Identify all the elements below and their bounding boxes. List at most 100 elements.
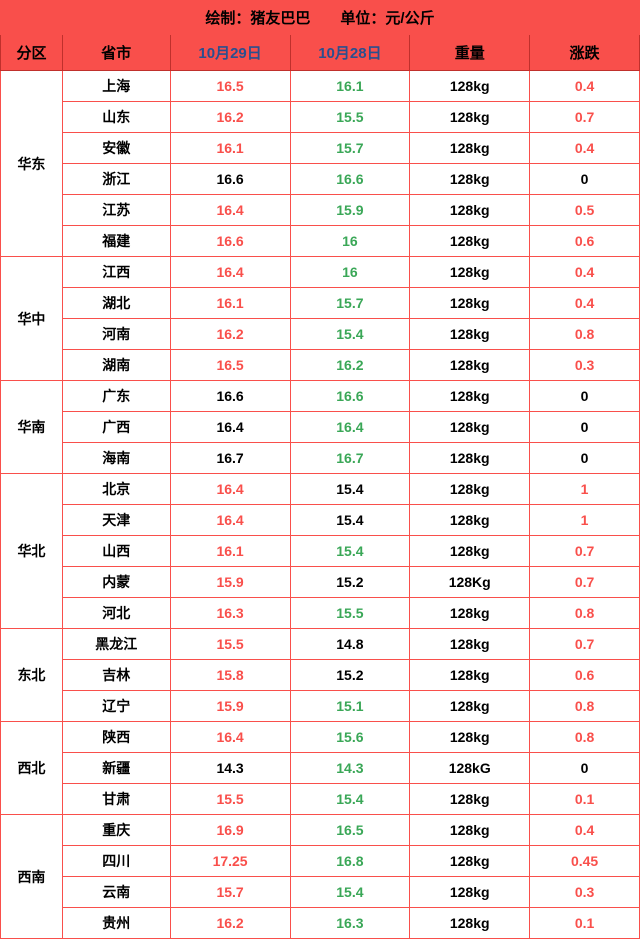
province-cell: 河北 [62,598,170,629]
table-row: 辽宁15.915.1128kg0.8 [1,691,640,722]
weight-cell: 128kg [410,71,530,102]
table-row: 湖北16.115.7128kg0.4 [1,288,640,319]
province-cell: 湖南 [62,350,170,381]
value-yesterday-cell: 14.3 [290,753,410,784]
value-today-cell: 15.5 [170,629,290,660]
value-today-cell: 16.5 [170,71,290,102]
value-today-cell: 15.9 [170,691,290,722]
weight-cell: 128kg [410,319,530,350]
province-cell: 海南 [62,443,170,474]
region-cell: 西南 [1,815,63,939]
value-yesterday-cell: 16.6 [290,164,410,195]
table-row: 华南广东16.616.6128kg0 [1,381,640,412]
value-today-cell: 16.3 [170,598,290,629]
table-row: 华东上海16.516.1128kg0.4 [1,71,640,102]
table-row: 华中江西16.416128kg0.4 [1,257,640,288]
weight-cell: 128kg [410,722,530,753]
region-cell: 华东 [1,71,63,257]
province-cell: 浙江 [62,164,170,195]
value-yesterday-cell: 15.7 [290,288,410,319]
value-today-cell: 14.3 [170,753,290,784]
weight-cell: 128kg [410,815,530,846]
table-row: 西北陕西16.415.6128kg0.8 [1,722,640,753]
value-yesterday-cell: 15.4 [290,319,410,350]
change-cell: 1 [530,505,640,536]
value-today-cell: 16.1 [170,536,290,567]
table-row: 海南16.716.7128kg0 [1,443,640,474]
value-today-cell: 15.7 [170,877,290,908]
province-cell: 吉林 [62,660,170,691]
weight-cell: 128kg [410,536,530,567]
change-cell: 0.7 [530,629,640,660]
province-cell: 广东 [62,381,170,412]
province-cell: 四川 [62,846,170,877]
weight-cell: 128kg [410,257,530,288]
value-today-cell: 16.9 [170,815,290,846]
change-cell: 0.45 [530,846,640,877]
table-row: 新疆14.314.3128kG0 [1,753,640,784]
value-today-cell: 16.4 [170,722,290,753]
change-cell: 0.8 [530,598,640,629]
table-title: 绘制：猪友巴巴 单位：元/公斤 [1,1,640,35]
value-yesterday-cell: 16.1 [290,71,410,102]
weight-cell: 128kg [410,784,530,815]
value-yesterday-cell: 15.2 [290,567,410,598]
region-cell: 东北 [1,629,63,722]
weight-cell: 128kg [410,691,530,722]
value-today-cell: 15.9 [170,567,290,598]
value-today-cell: 16.4 [170,257,290,288]
title-row: 绘制：猪友巴巴 单位：元/公斤 [1,1,640,35]
weight-cell: 128kg [410,195,530,226]
change-cell: 0.8 [530,319,640,350]
value-today-cell: 16.4 [170,474,290,505]
table-row: 云南15.715.4128kg0.3 [1,877,640,908]
table-row: 内蒙15.915.2128Kg0.7 [1,567,640,598]
change-cell: 0.4 [530,133,640,164]
table-row: 贵州16.216.3128kg0.1 [1,908,640,939]
table-row: 甘肃15.515.4128kg0.1 [1,784,640,815]
change-cell: 0.6 [530,660,640,691]
header-date1: 10月29日 [170,35,290,71]
province-cell: 重庆 [62,815,170,846]
header-province: 省市 [62,35,170,71]
value-yesterday-cell: 15.4 [290,505,410,536]
value-today-cell: 16.6 [170,164,290,195]
header-change: 涨跌 [530,35,640,71]
weight-cell: 128kg [410,474,530,505]
table-row: 山西16.115.4128kg0.7 [1,536,640,567]
change-cell: 0.1 [530,908,640,939]
value-yesterday-cell: 15.9 [290,195,410,226]
value-today-cell: 15.5 [170,784,290,815]
value-yesterday-cell: 15.6 [290,722,410,753]
weight-cell: 128kg [410,598,530,629]
province-cell: 陕西 [62,722,170,753]
value-today-cell: 16.4 [170,505,290,536]
province-cell: 山西 [62,536,170,567]
province-cell: 黑龙江 [62,629,170,660]
table-row: 广西16.416.4128kg0 [1,412,640,443]
change-cell: 0.7 [530,102,640,133]
weight-cell: 128kg [410,660,530,691]
value-today-cell: 16.1 [170,288,290,319]
change-cell: 0.4 [530,815,640,846]
region-cell: 西北 [1,722,63,815]
value-yesterday-cell: 15.4 [290,877,410,908]
table-row: 浙江16.616.6128kg0 [1,164,640,195]
value-yesterday-cell: 15.2 [290,660,410,691]
value-today-cell: 16.2 [170,908,290,939]
weight-cell: 128kg [410,164,530,195]
province-cell: 安徽 [62,133,170,164]
value-yesterday-cell: 15.4 [290,474,410,505]
weight-cell: 128kg [410,226,530,257]
value-yesterday-cell: 15.5 [290,102,410,133]
value-yesterday-cell: 16.3 [290,908,410,939]
weight-cell: 128kg [410,443,530,474]
value-today-cell: 16.2 [170,102,290,133]
weight-cell: 128kg [410,505,530,536]
change-cell: 0.7 [530,536,640,567]
table-row: 吉林15.815.2128kg0.6 [1,660,640,691]
weight-cell: 128kg [410,350,530,381]
value-today-cell: 16.4 [170,195,290,226]
value-yesterday-cell: 14.8 [290,629,410,660]
value-today-cell: 16.7 [170,443,290,474]
